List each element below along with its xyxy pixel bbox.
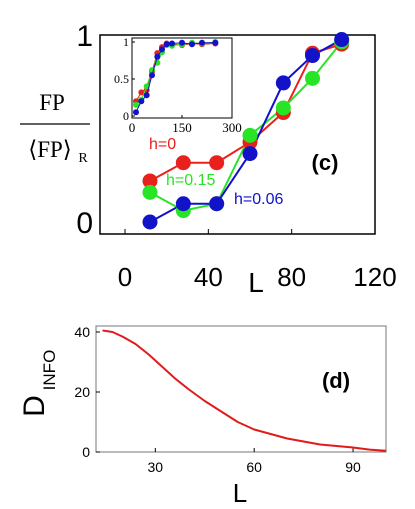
d-xlabel: L xyxy=(233,478,247,508)
c-xtick-label: 0 xyxy=(118,262,132,292)
d-xtick-label: 60 xyxy=(246,459,262,475)
series-label-h0: h=0 xyxy=(149,136,176,153)
c-panel-label: (c) xyxy=(312,150,339,175)
c-point-blue xyxy=(142,214,158,230)
c-xtick-label: 40 xyxy=(194,262,223,292)
inset-point-green xyxy=(133,101,139,108)
inset-point-red xyxy=(138,89,145,96)
c-point-red xyxy=(142,173,158,189)
inset-ytick-label: 1 xyxy=(123,35,129,49)
c-ylabel-numerator: FP xyxy=(39,90,65,115)
c-point-blue xyxy=(209,196,225,212)
series-label-h006: h=0.06 xyxy=(234,191,283,208)
d-ytick-label: 20 xyxy=(74,384,90,400)
inset-point-blue xyxy=(169,40,175,47)
inset: 0 150 300 0 0.5 1 xyxy=(114,35,242,135)
c-xtick-label: 80 xyxy=(277,262,306,292)
panel-c-frame xyxy=(99,34,376,235)
d-ylabel: D xyxy=(18,395,51,417)
inset-point-blue xyxy=(199,39,205,46)
inset-xtick-label: 150 xyxy=(172,120,192,135)
inset-point-blue xyxy=(163,41,170,48)
d-ytick-label: 0 xyxy=(82,444,90,460)
inset-point-blue xyxy=(138,98,145,105)
d-xtick-label: 90 xyxy=(345,459,361,475)
inset-point-blue xyxy=(212,39,219,46)
d-ylabel-sub: INFO xyxy=(40,350,59,391)
d-panel-label: (d) xyxy=(322,368,350,393)
c-point-green xyxy=(242,127,258,143)
inset-xtick-label: 0 xyxy=(129,120,136,135)
inset-point-blue xyxy=(154,53,161,60)
c-point-green xyxy=(142,184,158,200)
inset-ytick-label: 0.5 xyxy=(114,72,129,86)
inset-point-blue xyxy=(149,72,155,79)
panel-d-frame xyxy=(95,325,387,453)
inset-xtick-label: 300 xyxy=(222,120,242,135)
inset-point-blue xyxy=(179,39,185,46)
c-point-green xyxy=(275,100,291,116)
inset-point-blue xyxy=(143,92,150,99)
d-series-line xyxy=(102,329,387,452)
c-point-green xyxy=(305,70,320,86)
panel-d: 30 60 90 0 20 40 D INFO L (d) xyxy=(18,324,387,508)
c-point-red xyxy=(209,155,225,171)
c-ytick-label: 0 xyxy=(76,207,93,240)
c-xlabel: L xyxy=(248,267,264,298)
inset-point-blue xyxy=(133,109,139,116)
c-point-blue xyxy=(305,48,320,64)
c-point-red xyxy=(175,155,191,171)
c-ylabel-denominator: ⟨FP⟩ xyxy=(28,137,72,162)
c-xtick-label: 120 xyxy=(353,262,396,292)
c-point-blue xyxy=(175,196,191,212)
c-ylabel-denominator-sub: R xyxy=(78,151,88,166)
c-point-blue xyxy=(334,32,350,48)
inset-point-blue xyxy=(189,41,195,48)
series-label-h015: h=0.15 xyxy=(166,172,215,189)
d-ytick-label: 40 xyxy=(74,324,90,340)
inset-point-blue xyxy=(159,46,165,53)
panel-c: 0 1 0 40 80 120 0 150 300 0 0.5 1 FP ⟨FP⟩ R L (c)… xyxy=(20,20,397,298)
c-point-blue xyxy=(275,75,291,91)
d-xtick-label: 30 xyxy=(148,459,164,475)
inset-frame xyxy=(131,37,233,119)
c-ytick-label: 1 xyxy=(76,20,93,53)
inset-ytick-label: 0 xyxy=(123,109,129,123)
c-point-blue xyxy=(242,146,258,162)
